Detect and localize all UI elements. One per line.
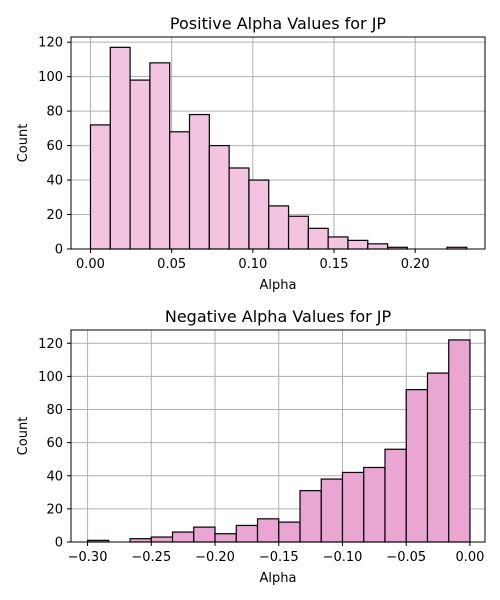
histogram-bar: [150, 536, 174, 543]
y-tick-label: 20: [46, 502, 63, 517]
y-tick-label: 60: [46, 139, 63, 154]
histogram-bar: [188, 113, 210, 250]
histogram-bar: [193, 526, 216, 543]
x-tick-label: 0.00: [455, 550, 484, 565]
histogram-bar: [169, 131, 191, 250]
histogram-bar: [384, 448, 407, 543]
y-tick-label: 120: [38, 36, 63, 51]
histogram-bar: [256, 518, 280, 543]
histogram-bar: [208, 144, 230, 250]
y-tick-label: 20: [46, 208, 63, 223]
histogram-bar: [89, 124, 111, 250]
histogram-bar: [268, 205, 290, 250]
plot-frame: [70, 329, 486, 543]
y-tick-label: 0: [55, 243, 63, 258]
histogram-bar: [109, 46, 131, 250]
y-tick-label: 0: [55, 536, 63, 551]
histogram-bar: [363, 466, 386, 543]
x-tick-label: −0.10: [323, 550, 363, 565]
histogram-bar: [149, 62, 171, 250]
y-tick-label: 60: [46, 436, 63, 451]
x-tick-label: 0.15: [320, 257, 349, 272]
histogram-bar: [214, 533, 237, 543]
x-tick-label: 0.00: [76, 257, 105, 272]
histogram-bar: [278, 521, 301, 543]
y-tick-label: 80: [46, 403, 63, 418]
histogram-bar: [405, 389, 429, 543]
histogram-bar: [341, 471, 365, 543]
chart-title: Negative Alpha Values for JP: [165, 307, 392, 326]
x-tick-label: 0.10: [238, 257, 267, 272]
histogram-bar: [327, 236, 349, 250]
histogram-bar: [248, 179, 270, 250]
histogram-bar: [320, 478, 344, 543]
y-tick-label: 40: [46, 174, 63, 189]
x-tick-label: −0.20: [195, 550, 235, 565]
histogram-bar: [129, 79, 151, 250]
histogram-bar: [307, 227, 329, 250]
histogram-bar: [367, 243, 389, 250]
histogram-bar: [171, 531, 195, 543]
x-axis-label: Alpha: [260, 278, 297, 293]
histogram-bar: [287, 215, 309, 250]
histogram-bar: [235, 524, 259, 543]
plot-frame: [70, 36, 486, 250]
x-tick-label: −0.15: [259, 550, 299, 565]
y-tick-label: 80: [46, 105, 63, 120]
y-tick-label: 120: [38, 337, 63, 352]
y-tick-label: 40: [46, 469, 63, 484]
y-axis-label: Count: [16, 417, 31, 456]
x-axis-label: Alpha: [260, 571, 297, 586]
chart-negative: −0.30 −0.25 −0.20 −0.15 −0.10 −0.05 0.00 0 20 40 6…: [16, 307, 486, 586]
chart-positive: 0.00 0.05 0.10 0.15 0.20 0 20 40 60 80 100 120 Posit…: [16, 14, 486, 293]
histogram-bar: [347, 239, 369, 250]
x-tick-label: −0.25: [131, 550, 171, 565]
x-tick-label: −0.30: [68, 550, 108, 565]
y-axis-label: Count: [16, 124, 31, 163]
histogram-bar: [448, 339, 471, 543]
x-tick-label: −0.05: [386, 550, 426, 565]
x-tick-label: 0.05: [157, 257, 186, 272]
histogram-bar: [299, 490, 322, 543]
x-tick-label: 0.20: [401, 257, 430, 272]
y-tick-label: 100: [38, 70, 63, 85]
histogram-bar: [228, 167, 250, 250]
y-tick-label: 100: [38, 370, 63, 385]
histogram-bar: [426, 372, 450, 543]
chart-title: Positive Alpha Values for JP: [170, 14, 387, 33]
